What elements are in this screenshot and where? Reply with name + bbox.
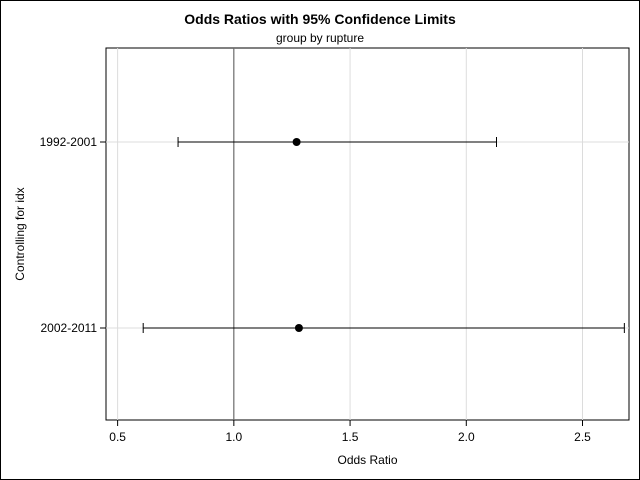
- grid-lines: [106, 48, 629, 420]
- point-estimate: [294, 324, 303, 332]
- y-tick-label: 2002-2011: [41, 321, 98, 335]
- x-tick-label: 2.0: [458, 430, 475, 444]
- y-axis-label: Controlling for idx: [13, 187, 27, 280]
- x-tick-label: 1.0: [226, 430, 243, 444]
- x-axis-label: Odds Ratio: [337, 453, 397, 467]
- x-tick-label: 1.5: [342, 430, 359, 444]
- plot-area: [105, 47, 630, 421]
- x-tick-label: 0.5: [109, 430, 126, 444]
- y-axis: 1992-2001 2002-2011: [40, 135, 106, 335]
- chart-title: Odds Ratios with 95% Confidence Limits: [184, 11, 456, 27]
- chart-marks: [142, 137, 625, 333]
- y-tick-label: 1992-2001: [40, 135, 98, 149]
- chart-subtitle: group by rupture: [275, 31, 365, 45]
- point-estimate: [292, 138, 301, 146]
- x-tick-label: 2.5: [574, 430, 591, 444]
- x-axis: 0.5 1.0 1.5 2.0 2.5: [109, 420, 591, 444]
